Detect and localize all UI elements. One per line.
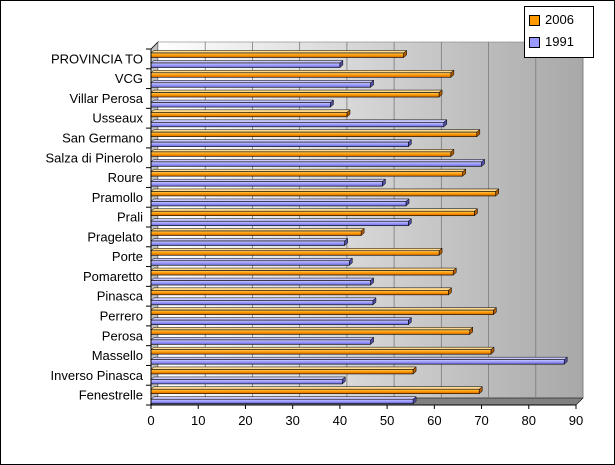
x-tick-label: 30 (285, 413, 299, 428)
bar-1991-massello (150, 356, 568, 365)
bar-1991-perosa (150, 336, 375, 345)
category-label: Villar Perosa (70, 91, 144, 106)
bar-1991-salza-di-pinerolo (150, 158, 486, 167)
legend-label-1991: 1991 (545, 34, 574, 49)
bar-2006-pragelato (150, 227, 365, 237)
bar-1991-pragelato (150, 237, 349, 247)
bar-2006-perosa (150, 326, 474, 335)
category-label: Pinasca (97, 289, 144, 304)
x-tick-label: 90 (569, 413, 583, 428)
bar-1991-fenestrelle (150, 396, 417, 405)
bar-1991-villar-perosa (150, 99, 335, 108)
bar-1991-san-germano (150, 139, 413, 148)
bar-2006-salza-di-pinerolo (150, 148, 455, 157)
bar-1991-vcg (150, 79, 375, 88)
bar-2006-massello (150, 346, 495, 355)
bar-2006-villar-perosa (150, 89, 443, 98)
bar-1991-pramollo (150, 198, 410, 207)
category-label: Pomaretto (83, 269, 143, 284)
x-tick-label: 20 (238, 413, 252, 428)
bar-1991-perrero (150, 317, 413, 326)
bar-1991-pinasca (150, 297, 377, 306)
x-tick-label: 40 (333, 413, 347, 428)
bar-1991-porte (150, 257, 354, 266)
category-label: Pramollo (92, 190, 143, 205)
bar-2006-porte (150, 247, 443, 256)
bar-2006-inverso-pinasca (150, 366, 417, 375)
bar-2006-provincia-to (150, 49, 408, 59)
category-label: VCG (115, 71, 143, 86)
bar-1991-prali (150, 218, 413, 227)
legend-swatch-1991 (529, 37, 540, 48)
bar-1991-inverso-pinasca (150, 376, 346, 385)
axes (146, 48, 577, 409)
category-label: Fenestrelle (79, 388, 143, 403)
x-tick-labels: 0 10 20 30 40 50 60 70 80 90 (147, 413, 583, 428)
bar-1991-roure (150, 178, 387, 187)
category-label: Pragelato (87, 229, 143, 244)
bar-1991-pomaretto (150, 277, 375, 286)
bar-2006-fenestrelle (150, 386, 483, 395)
legend: 2006 1991 (524, 6, 594, 58)
x-tick-label: 60 (427, 413, 441, 428)
x-tick-label: 0 (147, 413, 154, 428)
category-label: San Germano (62, 131, 143, 146)
category-label: Massello (92, 348, 143, 363)
bar-2006-san-germano (150, 129, 481, 138)
bar-1991-provincia-to (150, 59, 344, 69)
category-label: Prali (117, 210, 143, 225)
x-tick-label: 10 (191, 413, 205, 428)
category-label: Usseaux (92, 111, 143, 126)
category-label: Perosa (102, 328, 144, 343)
bar-2006-pomaretto (150, 267, 457, 276)
x-tick-label: 70 (474, 413, 488, 428)
bar-2006-pinasca (150, 287, 453, 296)
category-label: Salza di Pinerolo (45, 150, 143, 165)
category-label: Perrero (100, 309, 143, 324)
x-tick-label: 50 (380, 413, 394, 428)
legend-swatch-2006 (529, 15, 540, 26)
category-label: PROVINCIA TO (51, 51, 143, 66)
category-label: Inverso Pinasca (51, 368, 144, 383)
bar-2006-usseaux (150, 109, 351, 118)
bar-2006-perrero (150, 307, 498, 316)
x-tick-label: 80 (522, 413, 536, 428)
bar-1991-usseaux (150, 119, 448, 128)
category-label: Roure (108, 170, 143, 185)
bar-2006-roure (150, 168, 467, 177)
category-label: Porte (112, 249, 143, 264)
bar-2006-prali (150, 208, 479, 217)
bar-2006-pramollo (150, 188, 500, 197)
bar-2006-vcg (150, 69, 455, 78)
legend-label-2006: 2006 (545, 12, 574, 27)
category-labels: PROVINCIA TO VCG Villar Perosa Usseaux San G… (45, 51, 143, 402)
